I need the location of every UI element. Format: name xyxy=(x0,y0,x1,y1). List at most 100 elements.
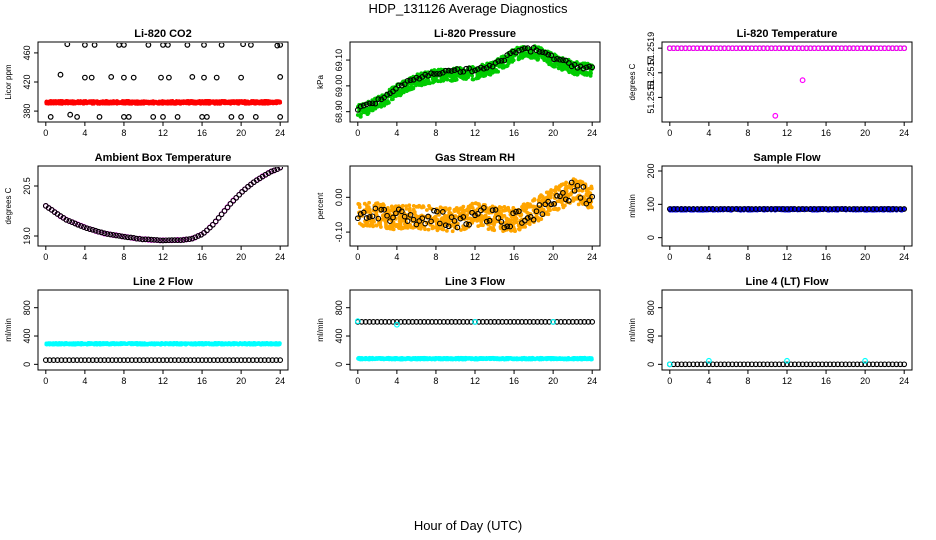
series-black-points xyxy=(354,179,596,231)
data-point xyxy=(375,96,382,102)
data-point xyxy=(555,207,560,212)
y-axis-label: percent xyxy=(316,192,325,219)
data-point xyxy=(506,217,511,222)
data-point xyxy=(480,204,487,211)
data-point xyxy=(113,232,119,239)
data-point xyxy=(451,67,458,74)
data-point xyxy=(772,45,779,52)
data-point xyxy=(510,210,516,217)
data-point xyxy=(445,223,452,230)
data-point xyxy=(130,74,137,81)
data-point xyxy=(795,206,802,212)
y-tick-label: 0 xyxy=(22,362,32,367)
data-point xyxy=(378,206,385,213)
data-point xyxy=(133,235,140,242)
data-point xyxy=(846,206,853,212)
data-point xyxy=(142,236,149,243)
data-layer xyxy=(354,177,596,234)
data-point xyxy=(459,206,464,211)
data-point xyxy=(567,70,572,75)
data-point xyxy=(556,66,561,71)
panel-title: Li-820 Pressure xyxy=(434,28,516,40)
data-point xyxy=(392,94,397,99)
data-point xyxy=(585,193,590,198)
y-tick-label: 51.2515 xyxy=(646,81,656,114)
data-point xyxy=(542,56,546,61)
data-point xyxy=(823,206,829,212)
data-point xyxy=(119,233,125,240)
data-point xyxy=(363,101,370,108)
data-point xyxy=(513,208,519,215)
data-point xyxy=(478,64,484,71)
data-point xyxy=(400,203,405,208)
data-point xyxy=(819,206,826,212)
data-point xyxy=(562,196,569,203)
data-point xyxy=(557,56,563,63)
data-point xyxy=(772,112,779,119)
data-point xyxy=(698,206,704,212)
data-point xyxy=(366,100,373,107)
data-point xyxy=(834,206,841,212)
y-tick-label: 0 xyxy=(646,235,656,240)
data-point xyxy=(410,86,415,91)
data-point xyxy=(163,237,169,244)
data-point xyxy=(96,113,103,120)
data-point xyxy=(398,82,405,89)
data-point xyxy=(150,113,157,120)
data-point xyxy=(459,228,463,232)
x-tick-label: 20 xyxy=(236,252,246,262)
data-point xyxy=(360,209,367,216)
data-point xyxy=(454,74,459,79)
data-point xyxy=(381,94,388,101)
data-point xyxy=(170,99,175,103)
data-point xyxy=(383,220,388,225)
data-point xyxy=(398,208,405,215)
series-outliers xyxy=(772,77,806,119)
data-point xyxy=(424,208,429,212)
data-point xyxy=(78,100,83,105)
data-point xyxy=(589,184,594,189)
data-point xyxy=(486,62,493,69)
data-point xyxy=(81,224,87,230)
data-point xyxy=(530,216,537,223)
data-point xyxy=(542,201,549,208)
y-tick-label: 100 xyxy=(646,197,656,212)
data-point xyxy=(721,206,728,212)
data-point xyxy=(544,210,549,215)
x-tick-label: 12 xyxy=(158,252,168,262)
data-point xyxy=(142,100,147,104)
data-point xyxy=(881,206,888,212)
data-point xyxy=(544,190,549,195)
data-point xyxy=(365,220,370,225)
data-point xyxy=(516,55,521,60)
data-point xyxy=(56,100,61,105)
data-point xyxy=(180,237,187,243)
series-band xyxy=(44,99,283,106)
data-point xyxy=(189,73,196,80)
data-point xyxy=(706,45,712,52)
x-tick-label: 4 xyxy=(394,128,399,138)
data-point xyxy=(811,206,818,212)
data-point xyxy=(160,43,166,48)
x-tick-label: 20 xyxy=(236,128,246,138)
data-point xyxy=(364,203,369,208)
data-point xyxy=(181,101,186,106)
data-point xyxy=(165,43,171,48)
data-point xyxy=(495,58,502,64)
data-point xyxy=(463,65,470,72)
data-point xyxy=(274,167,281,172)
data-point xyxy=(404,206,409,211)
data-point xyxy=(157,99,162,104)
data-point xyxy=(224,204,231,211)
data-point xyxy=(454,206,459,211)
data-point xyxy=(431,207,437,214)
data-point xyxy=(893,206,900,212)
data-point xyxy=(391,227,396,232)
series-orange-band xyxy=(356,177,594,234)
data-point xyxy=(431,80,435,85)
data-point xyxy=(694,206,701,212)
data-point xyxy=(745,45,751,52)
data-point xyxy=(862,45,868,52)
data-point xyxy=(524,215,531,221)
